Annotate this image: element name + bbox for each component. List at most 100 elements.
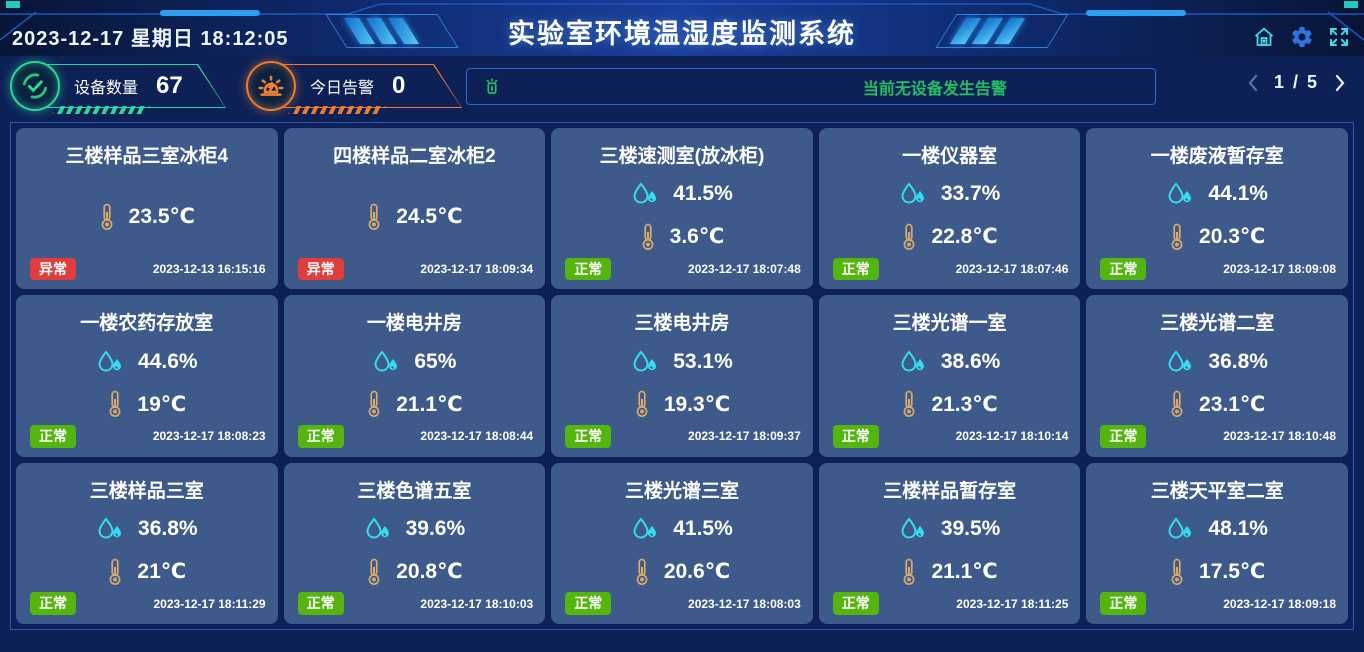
status-badge: 正常 (832, 424, 879, 448)
card-title: 三楼光谱二室 (1160, 313, 1275, 335)
device-card[interactable]: 三楼电井房 53.1% (551, 295, 813, 457)
today-alarm-stripes-decoration (288, 106, 386, 114)
chevron-right-icon[interactable] (1332, 73, 1348, 93)
humidity-row: 48.1% (1086, 517, 1348, 541)
humidity-row: 65% (284, 350, 546, 374)
thermometer-icon (107, 390, 123, 418)
humidity-icon (631, 350, 659, 374)
temperature-value: 24.5℃ (396, 205, 463, 229)
thermometer-icon (634, 390, 650, 418)
thermometer-icon (901, 390, 917, 418)
humidity-row: 41.5% (551, 517, 813, 541)
alert-ticker-bar: 当前无设备发生告警 (466, 68, 1156, 105)
temperature-row: 21℃ (16, 558, 278, 586)
card-timestamp: 2023-12-17 18:08:44 (420, 429, 534, 444)
temperature-row: 23.1℃ (1086, 390, 1348, 418)
card-timestamp: 2023-12-17 18:10:03 (420, 596, 534, 611)
device-count-value: 67 (156, 72, 183, 99)
humidity-value: 48.1% (1208, 516, 1268, 540)
device-check-icon (10, 61, 60, 111)
humidity-value: 53.1% (673, 349, 733, 373)
temperature-row: 19.3℃ (551, 390, 813, 418)
humidity-row: 39.6% (284, 517, 546, 541)
device-card[interactable]: 三楼光谱三室 41.5% (551, 462, 813, 624)
device-card[interactable]: 三楼色谱五室 39.6% (283, 462, 546, 624)
status-badge: 正常 (297, 424, 344, 448)
card-title: 一楼电井房 (366, 313, 462, 335)
device-card[interactable]: 三楼天平室二室 48.1% (1086, 462, 1348, 624)
humidity-value: 44.1% (1208, 182, 1268, 206)
status-badge: 正常 (1100, 424, 1147, 448)
card-title: 三楼电井房 (634, 313, 730, 335)
gear-icon[interactable] (1290, 25, 1314, 49)
temperature-row: 23.5℃ (16, 203, 278, 231)
device-card[interactable]: 一楼仪器室 33.7% (818, 128, 1081, 290)
humidity-row: 44.1% (1086, 182, 1348, 206)
device-card[interactable]: 三楼样品暂存室 39.5% (818, 462, 1081, 624)
status-badge: 正常 (565, 424, 612, 448)
status-badge: 正常 (1100, 257, 1147, 281)
temperature-row: 20.3℃ (1086, 223, 1348, 251)
status-badge: 正常 (297, 592, 344, 615)
temperature-value: 3.6℃ (669, 225, 725, 249)
device-card[interactable]: 四楼样品二室冰柜2 24.5℃ 异常 2023-12-17 18:09:34 (283, 128, 546, 290)
humidity-row: 36.8% (1086, 350, 1348, 374)
temperature-value: 20.6℃ (663, 560, 731, 584)
humidity-value: 36.8% (1208, 349, 1268, 373)
temperature-value: 21℃ (137, 560, 187, 584)
card-title: 四楼样品二室冰柜2 (333, 146, 496, 167)
temperature-row: 17.5℃ (1086, 558, 1348, 586)
humidity-icon (631, 182, 659, 206)
card-timestamp: 2023-12-17 18:09:34 (420, 261, 534, 276)
thermometer-icon (1169, 223, 1185, 251)
humidity-value: 39.6% (405, 516, 466, 540)
card-timestamp: 2023-12-17 18:11:25 (956, 596, 1069, 611)
card-timestamp: 2023-12-17 18:08:23 (152, 429, 266, 444)
temperature-value: 23.1℃ (1199, 392, 1266, 416)
today-alarm-value: 0 (392, 72, 406, 99)
device-card[interactable]: 三楼样品三室冰柜4 23.5℃ 异常 2023-12-13 16:15:16 (16, 128, 278, 290)
thermometer-icon (634, 558, 650, 586)
chevron-left-icon[interactable] (1245, 73, 1261, 93)
status-badge: 正常 (30, 592, 76, 615)
temperature-row: 20.8℃ (284, 558, 546, 586)
device-count-stat: 设备数量 67 (10, 60, 226, 112)
device-card[interactable]: 一楼废液暂存室 44.1% (1086, 128, 1348, 290)
humidity-value: 38.6% (940, 349, 1001, 373)
card-timestamp: 2023-12-17 18:07:46 (955, 261, 1069, 276)
temperature-value: 23.5℃ (128, 205, 195, 229)
device-card[interactable]: 三楼速测室(放冰柜) 41.5% (551, 128, 813, 290)
page-title: 实验室环境温湿度监测系统 (508, 19, 856, 49)
card-timestamp: 2023-12-17 18:11:29 (153, 596, 266, 611)
device-card[interactable]: 一楼电井房 65% (283, 295, 546, 457)
device-card[interactable]: 三楼光谱二室 36.8% (1086, 295, 1348, 457)
humidity-value: 39.5% (940, 516, 1001, 540)
humidity-icon (96, 517, 124, 541)
humidity-row: 36.8% (16, 517, 278, 541)
status-badge: 正常 (565, 592, 612, 615)
device-card[interactable]: 三楼光谱一室 38.6% (818, 295, 1081, 457)
humidity-value: 33.7% (940, 182, 1001, 206)
humidity-icon (364, 517, 392, 541)
temperature-row: 19℃ (16, 390, 278, 418)
alarm-lamp-icon (483, 77, 501, 97)
humidity-value: 41.5% (673, 516, 733, 540)
temperature-value: 17.5℃ (1199, 560, 1266, 584)
humidity-row: 44.6% (16, 350, 278, 374)
home-icon[interactable] (1252, 25, 1276, 49)
humidity-icon (631, 517, 659, 541)
device-card[interactable]: 一楼农药存放室 44.6% (16, 295, 278, 457)
card-timestamp: 2023-12-17 18:09:08 (1223, 261, 1336, 276)
humidity-icon (899, 182, 927, 206)
fullscreen-icon[interactable] (1328, 26, 1350, 48)
humidity-value: 44.6% (138, 349, 198, 373)
today-alarm-label: 今日告警 (310, 80, 375, 97)
thermometer-icon (99, 203, 115, 231)
temperature-value: 21.1℃ (931, 560, 998, 584)
humidity-icon (96, 350, 124, 374)
status-badge: 正常 (1100, 592, 1147, 615)
temperature-row: 3.6℃ (551, 223, 813, 251)
card-title: 三楼样品三室 (89, 480, 204, 502)
header: 2023-12-17 星期日 18:12:05 实验室环境温湿度监测系统 (0, 0, 1364, 56)
device-card[interactable]: 三楼样品三室 36.8% (16, 462, 278, 624)
